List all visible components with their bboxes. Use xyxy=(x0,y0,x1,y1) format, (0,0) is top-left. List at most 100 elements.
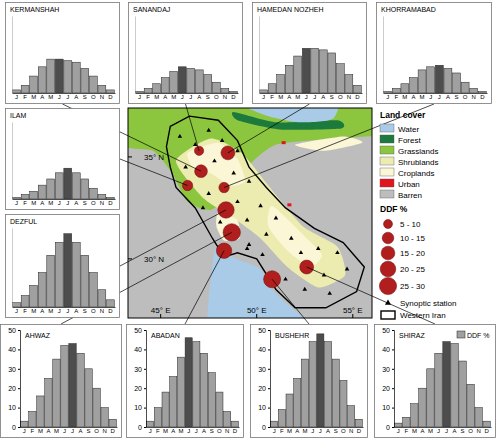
bar xyxy=(453,73,461,93)
y-axis-line xyxy=(259,17,260,94)
connector xyxy=(120,159,188,185)
y-tick-mark xyxy=(18,408,20,409)
bar xyxy=(435,65,443,93)
x-tick: M xyxy=(402,93,407,100)
x-tick: J xyxy=(58,199,61,206)
x-tick: N xyxy=(100,307,104,314)
x-tick-label: J xyxy=(397,428,400,434)
y-axis-line xyxy=(12,123,13,200)
x-tick-label: A xyxy=(287,94,291,100)
x-tick-label: M xyxy=(420,94,425,100)
y-tick-mark xyxy=(268,408,270,409)
panel-title: HAMEDAN NOZHEH xyxy=(257,6,324,13)
x-tick: M xyxy=(171,93,176,100)
bar xyxy=(98,290,106,307)
bar xyxy=(301,359,308,427)
x-tick: M xyxy=(287,427,292,434)
x-tick: M xyxy=(38,427,43,434)
legend-title: DDF % xyxy=(380,204,408,214)
y-tick: 30 xyxy=(382,366,394,373)
bar xyxy=(154,408,161,427)
bar xyxy=(29,411,36,427)
connector xyxy=(272,279,309,324)
bar xyxy=(475,408,482,427)
bar xyxy=(221,88,229,93)
bar xyxy=(55,242,63,307)
bars xyxy=(260,48,362,93)
panel-title: SANANDAJ xyxy=(133,6,170,13)
y-tick-label: 50 xyxy=(8,327,16,334)
bar xyxy=(278,410,285,427)
y-tick-label: 20 xyxy=(382,385,390,392)
bar xyxy=(294,56,302,93)
panel-title: DEZFUL xyxy=(10,218,37,225)
bar xyxy=(332,359,339,427)
bar xyxy=(30,76,38,93)
panel-frame xyxy=(251,325,368,438)
y-tick-mark xyxy=(144,427,146,428)
connector xyxy=(186,104,200,151)
map-x-tick-label: 45° E xyxy=(151,306,171,315)
x-tick-label: M xyxy=(178,428,183,434)
x-tick-label: J xyxy=(262,94,265,100)
x-tick-label: F xyxy=(31,428,35,434)
x-axis: JFMAMJJASOND xyxy=(21,427,118,434)
x-tick: N xyxy=(476,427,480,434)
bar xyxy=(98,85,106,93)
x-tick-label: N xyxy=(102,428,106,434)
y-tick-mark xyxy=(268,330,270,331)
x-tick-label: A xyxy=(171,428,175,434)
y-tick-label: 10 xyxy=(134,404,142,411)
panel-title: ABADAN xyxy=(151,332,180,339)
bar xyxy=(72,173,80,199)
bar xyxy=(260,90,268,93)
x-tick-label: F xyxy=(405,428,409,434)
synoptic-station xyxy=(260,252,265,256)
y-axis xyxy=(12,17,13,94)
x-tick: N xyxy=(102,427,106,434)
y-axis-line xyxy=(268,331,271,428)
y-tick-mark xyxy=(144,330,146,331)
legend-outline xyxy=(381,311,395,319)
bar xyxy=(229,91,237,93)
y-tick: 0 xyxy=(262,424,270,431)
x-tick-label: D xyxy=(110,428,115,434)
water xyxy=(207,247,372,318)
bar xyxy=(64,168,72,199)
y-tick: 20 xyxy=(382,385,394,392)
x-axis: JFMAMJJASOND xyxy=(395,427,492,434)
x-tick: O xyxy=(214,93,219,100)
y-tick: 40 xyxy=(134,346,146,353)
x-tick-label: F xyxy=(270,94,274,100)
y-tick: 50 xyxy=(134,327,146,334)
x-tick-label: M xyxy=(48,308,53,314)
synoptic-station xyxy=(274,215,279,219)
x-tick: N xyxy=(100,199,104,206)
x-tick: N xyxy=(225,427,229,434)
x-tick-label: D xyxy=(233,428,238,434)
x-tick-label: O xyxy=(217,428,222,434)
x-tick: J xyxy=(386,93,389,100)
x-tick-label: D xyxy=(231,94,236,100)
x-tick-label: S xyxy=(87,428,91,434)
x-tick: J xyxy=(149,427,152,434)
x-tick-label: M xyxy=(38,428,43,434)
x-tick: J xyxy=(187,427,190,434)
x-tick: J xyxy=(445,427,448,434)
panel-frame xyxy=(6,3,120,104)
bar xyxy=(45,379,52,428)
x-tick-label: A xyxy=(74,308,78,314)
y-tick-label: 30 xyxy=(8,366,16,373)
y-tick-mark xyxy=(18,388,20,389)
x-tick-label: A xyxy=(74,200,78,206)
legend-swatch xyxy=(457,331,465,338)
x-tick: J xyxy=(189,93,192,100)
y-tick-mark xyxy=(144,349,146,350)
bar xyxy=(161,78,169,93)
y-tick: 40 xyxy=(8,346,20,353)
synoptic-station xyxy=(212,158,217,162)
legend-swatch xyxy=(380,146,394,154)
x-tick: J xyxy=(311,427,314,434)
x-tick: D xyxy=(108,93,113,100)
bar xyxy=(144,88,152,93)
